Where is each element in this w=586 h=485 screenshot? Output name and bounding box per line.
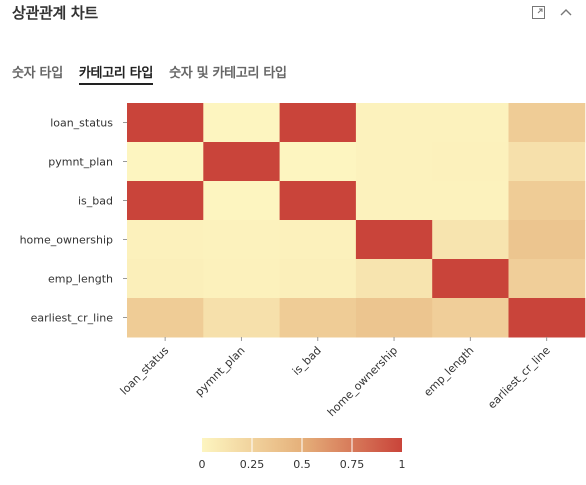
chevron-up-icon[interactable] [558, 4, 574, 20]
tab-bar: 숫자 타입 카테고리 타입 숫자 및 카테고리 타입 [12, 62, 287, 85]
heatmap-cell-is_bad-loan_status [127, 181, 204, 221]
heatmap-cell-pymnt_plan-loan_status [127, 142, 204, 182]
heatmap-cell-home_ownership-pymnt_plan [203, 220, 281, 260]
row-label-earliest_cr_line: earliest_cr_line [31, 312, 114, 325]
panel-actions [530, 4, 574, 20]
col-label-is_bad: is_bad [290, 344, 324, 378]
heatmap-cell-home_ownership-loan_status [127, 220, 204, 260]
heatmap-cell-pymnt_plan-is_bad [279, 142, 357, 182]
heatmap-cell-is_bad-pymnt_plan [203, 181, 281, 221]
heatmap-cell-pymnt_plan-home_ownership [355, 142, 433, 182]
heatmap-cell-emp_length-loan_status [127, 259, 204, 299]
row-labels: loan_status pymnt_plan is_bad home_ownershi… [20, 117, 127, 325]
heatmap-cell-pymnt_plan-emp_length [432, 142, 509, 182]
heatmap-cell-emp_length-is_bad [279, 259, 357, 299]
heatmap-cells [127, 103, 586, 338]
col-label-emp_length: emp_length [421, 344, 476, 399]
heatmap-cell-loan_status-loan_status [127, 103, 204, 143]
heatmap-cell-is_bad-home_ownership [355, 181, 433, 221]
heatmap-cell-earliest_cr_line-loan_status [127, 298, 204, 338]
colorbar-tick-label-1: 0.25 [240, 458, 265, 471]
heatmap-cell-emp_length-pymnt_plan [203, 259, 281, 299]
col-label-loan_status: loan_status [118, 344, 172, 398]
panel-title: 상관관계 차트 [12, 4, 98, 22]
heatmap-cell-home_ownership-home_ownership [355, 220, 433, 260]
heatmap-cell-emp_length-emp_length [432, 259, 509, 299]
heatmap-cell-earliest_cr_line-pymnt_plan [203, 298, 281, 338]
heatmap-cell-loan_status-is_bad [279, 103, 357, 143]
heatmap-cell-earliest_cr_line-is_bad [279, 298, 357, 338]
heatmap-cell-loan_status-home_ownership [355, 103, 433, 143]
heatmap-cell-earliest_cr_line-home_ownership [355, 298, 433, 338]
heatmap-cell-loan_status-pymnt_plan [203, 103, 281, 143]
colorbar-tick-label-3: 0.75 [340, 458, 365, 471]
heatmap-cell-pymnt_plan-pymnt_plan [203, 142, 281, 182]
heatmap-cell-is_bad-earliest_cr_line [508, 181, 586, 221]
col-label-home_ownership: home_ownership [325, 344, 400, 419]
colorbar-tick-label-4: 1 [399, 458, 406, 471]
heatmap-cell-is_bad-emp_length [432, 181, 509, 221]
col-label-pymnt_plan: pymnt_plan [193, 344, 248, 399]
tab-numeric-type[interactable]: 숫자 타입 [12, 66, 63, 81]
tab-category-type[interactable]: 카테고리 타입 [78, 62, 153, 85]
row-label-pymnt_plan: pymnt_plan [48, 156, 113, 169]
heatmap-cell-loan_status-earliest_cr_line [508, 103, 586, 143]
heatmap-cell-loan_status-emp_length [432, 103, 509, 143]
colorbar: 0 0.25 0.5 0.75 1 [199, 438, 406, 471]
row-label-home_ownership: home_ownership [20, 234, 113, 247]
col-label-earliest_cr_line: earliest_cr_line [485, 344, 553, 412]
tab-numeric-and-category-type[interactable]: 숫자 및 카테고리 타입 [169, 66, 287, 81]
heatmap-cell-emp_length-earliest_cr_line [508, 259, 586, 299]
heatmap-cell-emp_length-home_ownership [355, 259, 433, 299]
expand-icon[interactable] [530, 4, 546, 20]
heatmap-cell-home_ownership-emp_length [432, 220, 509, 260]
row-label-loan_status: loan_status [50, 117, 113, 130]
heatmap-cell-earliest_cr_line-earliest_cr_line [508, 298, 586, 338]
colorbar-tick-label-0: 0 [199, 458, 206, 471]
heatmap-cell-earliest_cr_line-emp_length [432, 298, 509, 338]
colorbar-tick-label-2: 0.5 [293, 458, 311, 471]
row-label-emp_length: emp_length [48, 273, 113, 286]
heatmap-cell-pymnt_plan-earliest_cr_line [508, 142, 586, 182]
row-label-is_bad: is_bad [78, 195, 113, 208]
heatmap-cell-home_ownership-is_bad [279, 220, 357, 260]
heatmap-cell-home_ownership-earliest_cr_line [508, 220, 586, 260]
heatmap-cell-is_bad-is_bad [279, 181, 357, 221]
column-labels: loan_status pymnt_plan is_bad home_ownershi… [118, 337, 553, 419]
